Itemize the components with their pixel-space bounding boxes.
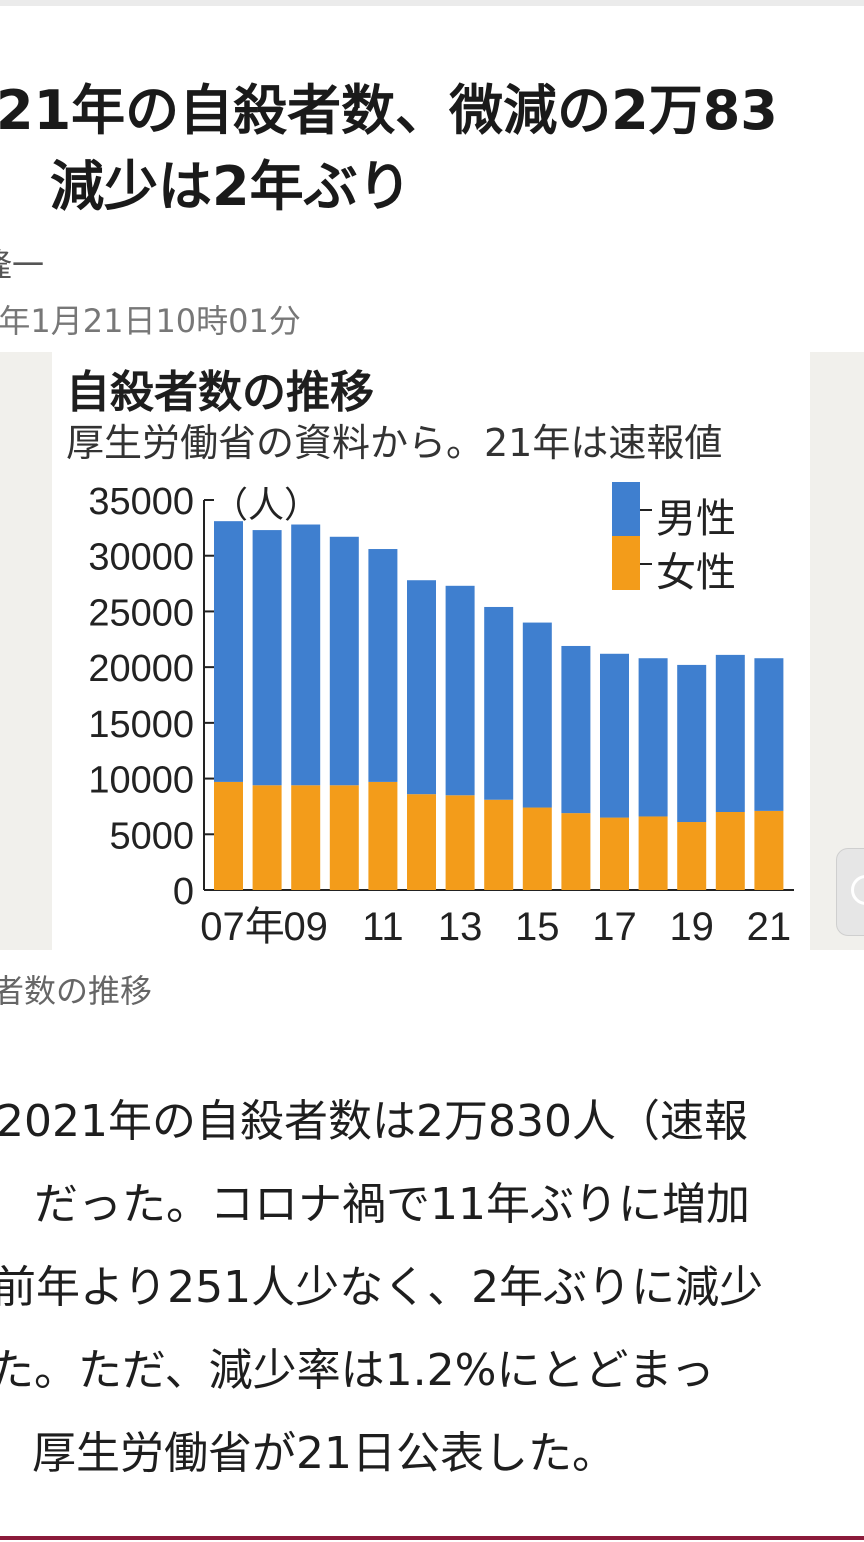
- image-expand-button[interactable]: [836, 848, 864, 936]
- legend-swatch-male: [612, 482, 640, 536]
- bar-female-07: [214, 781, 243, 890]
- bar-female-16: [561, 813, 591, 890]
- y-tick-label: 25000: [88, 592, 194, 634]
- bar-male-07: [214, 521, 243, 782]
- y-tick-label: 35000: [88, 481, 194, 523]
- legend-item-male: 男性: [612, 482, 792, 542]
- bar-male-12: [407, 580, 436, 795]
- x-tick-label: 21: [747, 905, 792, 949]
- chart-subtitle: 厚生労働省の資料から。21年は速報値: [66, 421, 723, 465]
- article-headline: 21年の自殺者数、微減の2万83 減少は2年ぶり: [0, 72, 864, 222]
- headline-line-1: 21年の自殺者数、微減の2万83: [0, 79, 778, 142]
- bar-female-09: [291, 785, 321, 890]
- y-tick-label: 5000: [109, 815, 194, 857]
- bar-male-09: [291, 524, 321, 786]
- figure-caption: 者数の推移: [0, 972, 153, 1010]
- bar-female-20: [715, 812, 745, 890]
- bar-male-16: [561, 645, 591, 814]
- body-line: だった。コロナ禍で11年ぶりに増加: [0, 1179, 750, 1230]
- bar-female-08: [252, 785, 282, 890]
- x-tick-label: 09: [283, 905, 328, 949]
- bar-female-14: [484, 799, 514, 890]
- bar-male-18: [638, 658, 668, 817]
- bar-male-14: [484, 606, 514, 800]
- y-tick-label: 20000: [88, 648, 194, 690]
- bar-female-13: [445, 795, 475, 890]
- x-tick-label: 11: [362, 905, 404, 949]
- bottom-divider: [0, 1536, 864, 1540]
- legend-label-female: 女性: [656, 550, 736, 596]
- x-tick-label: 07年: [200, 905, 285, 949]
- legend-item-female: 女性: [612, 536, 792, 596]
- y-tick-label: 0: [173, 871, 194, 913]
- zoom-icon: [851, 875, 864, 905]
- chart-legend: 男性 女性: [612, 482, 792, 596]
- legend-swatch-female: [612, 536, 640, 590]
- y-tick-label: 30000: [88, 537, 194, 579]
- y-axis-unit-label: （人）: [212, 485, 321, 526]
- bar-female-21: [754, 810, 784, 890]
- bar-female-15: [522, 807, 552, 890]
- bar-male-20: [715, 654, 745, 812]
- y-tick-label: 10000: [88, 760, 194, 802]
- bar-male-21: [754, 658, 784, 811]
- y-tick-label: 15000: [88, 704, 194, 746]
- legend-dash: [640, 563, 652, 565]
- bar-female-17: [600, 817, 629, 890]
- x-tick-label: 17: [592, 905, 637, 949]
- author-byline[interactable]: 隆一: [0, 246, 45, 284]
- headline-line-2: 減少は2年ぶり: [50, 155, 412, 218]
- bar-male-11: [368, 549, 398, 782]
- x-tick-label: 13: [438, 905, 483, 949]
- article-body: 2021年の自殺者数は2万830人（速報 だった。コロナ禍で11年ぶりに増加 前…: [0, 1080, 864, 1500]
- bar-male-08: [252, 530, 282, 786]
- bar-male-17: [600, 653, 629, 818]
- x-tick-label: 19: [669, 905, 714, 949]
- body-line: 2021年の自殺者数は2万830人（速報: [0, 1096, 748, 1147]
- bar-male-13: [445, 585, 475, 796]
- bar-female-18: [638, 816, 668, 890]
- bar-female-10: [329, 785, 359, 890]
- bar-female-19: [677, 822, 707, 890]
- top-divider: [0, 0, 864, 6]
- bar-female-12: [407, 794, 436, 890]
- body-line: 前年より251人少なく、2年ぶりに減少: [0, 1262, 764, 1313]
- legend-dash: [640, 509, 652, 511]
- stacked-bar-chart: 0 5000 10000 15000 20000 25000 30000 35000 07年09…: [88, 481, 794, 949]
- legend-label-male: 男性: [656, 496, 736, 542]
- bar-male-15: [522, 622, 552, 808]
- x-tick-label: 15: [515, 905, 560, 949]
- chart-figure[interactable]: 0 5000 10000 15000 20000 25000 30000 35000 07年 09…: [52, 352, 810, 950]
- chart-title: 自殺者数の推移: [66, 367, 374, 418]
- body-line: 厚生労働省が21日公表した。: [0, 1428, 616, 1479]
- bar-female-11: [368, 781, 398, 890]
- body-line: た。ただ、減少率は1.2%にとどまっ: [0, 1345, 715, 1396]
- bar-male-10: [329, 536, 359, 786]
- publish-datetime: 2年1月21日10時01分: [0, 302, 301, 340]
- bar-male-19: [677, 664, 707, 823]
